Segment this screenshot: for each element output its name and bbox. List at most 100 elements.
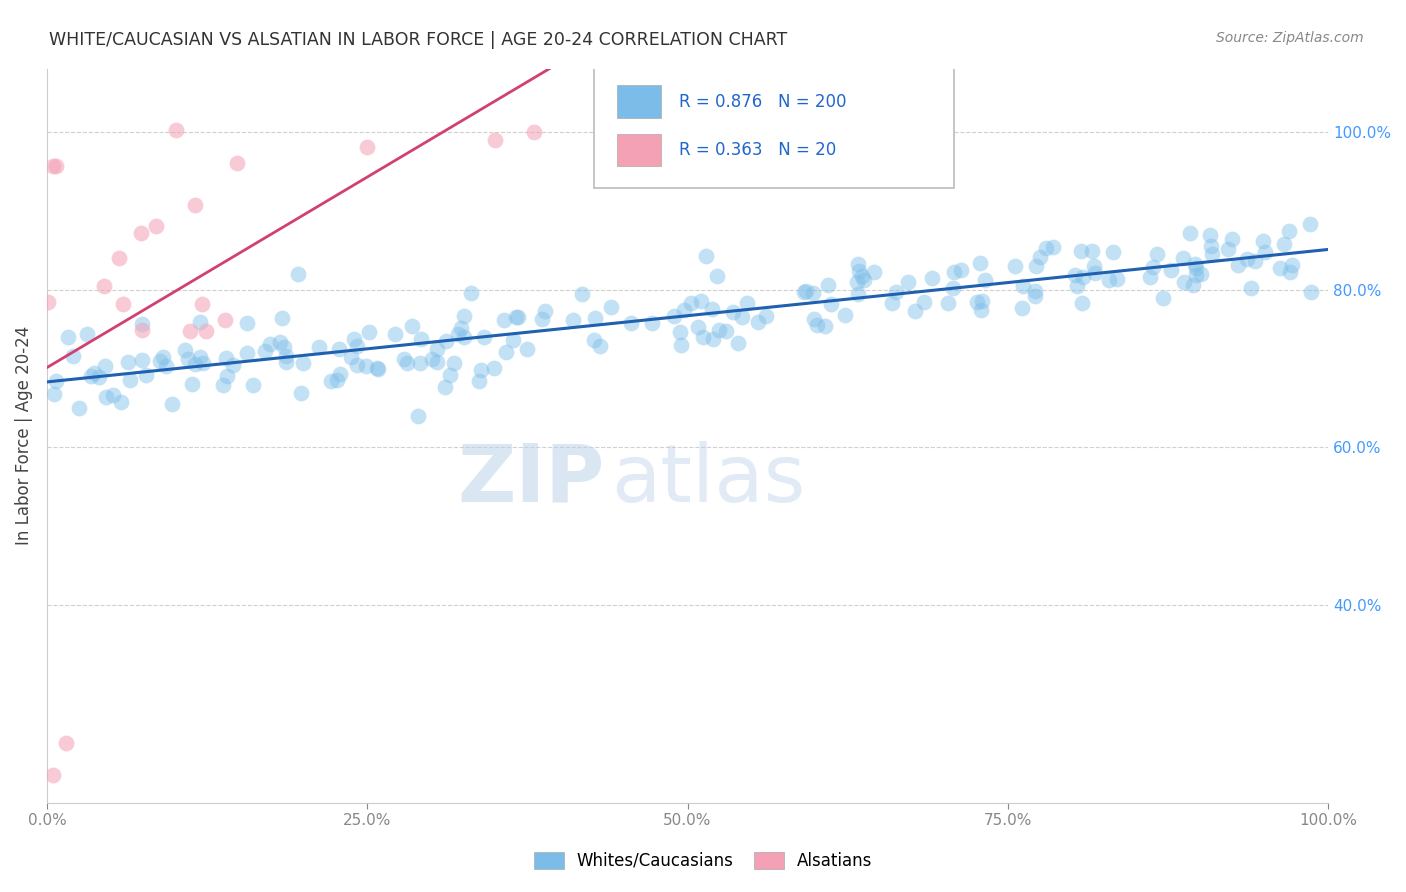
- Point: [534, 304, 557, 318]
- Point: [392, 351, 415, 366]
- Point: [422, 351, 444, 366]
- Point: [101, 388, 124, 402]
- Point: [912, 295, 935, 310]
- Point: [174, 343, 197, 357]
- Point: [214, 351, 236, 365]
- Point: [970, 293, 993, 308]
- Point: [731, 310, 754, 324]
- Point: [221, 358, 243, 372]
- Point: [1107, 272, 1129, 286]
- Point: [943, 265, 966, 279]
- Point: [852, 273, 875, 287]
- Point: [236, 316, 259, 330]
- Text: R = 0.876   N = 200: R = 0.876 N = 200: [679, 93, 846, 111]
- Point: [401, 319, 423, 334]
- Point: [226, 156, 249, 170]
- Point: [274, 349, 297, 363]
- Point: [343, 332, 366, 346]
- Point: [460, 286, 482, 301]
- Point: [384, 326, 406, 341]
- Point: [862, 265, 884, 279]
- Point: [165, 122, 187, 136]
- Point: [672, 302, 695, 317]
- Text: atlas: atlas: [610, 441, 806, 518]
- Point: [259, 336, 281, 351]
- Point: [1011, 301, 1033, 316]
- Point: [817, 277, 839, 292]
- Point: [89, 369, 111, 384]
- Point: [236, 346, 259, 360]
- Point: [941, 281, 963, 295]
- Y-axis label: In Labor Force | Age 20-24: In Labor Force | Age 20-24: [15, 326, 32, 545]
- Point: [714, 324, 737, 338]
- Point: [702, 332, 724, 346]
- Point: [747, 315, 769, 329]
- Point: [1189, 267, 1212, 281]
- Point: [152, 351, 174, 365]
- Point: [505, 310, 527, 324]
- Point: [1063, 268, 1085, 282]
- Point: [1066, 279, 1088, 293]
- Point: [882, 295, 904, 310]
- Point: [179, 324, 201, 338]
- Point: [848, 257, 870, 271]
- Point: [55, 736, 77, 750]
- Point: [1083, 259, 1105, 273]
- Point: [1299, 217, 1322, 231]
- Point: [1184, 257, 1206, 271]
- Point: [793, 285, 815, 299]
- Point: [111, 297, 134, 311]
- Point: [83, 366, 105, 380]
- Point: [110, 395, 132, 409]
- Text: R = 0.363   N = 20: R = 0.363 N = 20: [679, 141, 835, 159]
- Point: [1080, 244, 1102, 259]
- Point: [190, 315, 212, 329]
- Point: [1084, 266, 1107, 280]
- Point: [599, 300, 621, 314]
- Point: [450, 321, 472, 335]
- Point: [620, 316, 643, 330]
- Point: [1173, 276, 1195, 290]
- Point: [1251, 235, 1274, 249]
- Point: [936, 296, 959, 310]
- Point: [846, 287, 869, 301]
- Point: [290, 385, 312, 400]
- Point: [709, 323, 731, 337]
- Point: [434, 334, 457, 348]
- Point: [1152, 291, 1174, 305]
- Point: [1278, 265, 1301, 279]
- FancyBboxPatch shape: [617, 134, 661, 166]
- Point: [755, 309, 778, 323]
- Point: [191, 297, 214, 311]
- FancyBboxPatch shape: [617, 86, 661, 118]
- Point: [177, 352, 200, 367]
- Point: [904, 304, 927, 318]
- Point: [56, 329, 79, 343]
- Point: [367, 361, 389, 376]
- Point: [848, 264, 870, 278]
- Point: [1220, 232, 1243, 246]
- Point: [37, 294, 59, 309]
- Point: [1035, 240, 1057, 254]
- Point: [688, 319, 710, 334]
- Text: WHITE/CAUCASIAN VS ALSATIAN IN LABOR FORCE | AGE 20-24 CORRELATION CHART: WHITE/CAUCASIAN VS ALSATIAN IN LABOR FOR…: [49, 31, 787, 49]
- Point: [1268, 260, 1291, 275]
- Point: [679, 296, 702, 310]
- Point: [973, 272, 995, 286]
- Point: [1029, 250, 1052, 264]
- Point: [426, 355, 449, 369]
- Point: [820, 297, 842, 311]
- Point: [583, 333, 606, 347]
- Point: [794, 284, 817, 298]
- Point: [395, 356, 418, 370]
- Point: [1071, 270, 1094, 285]
- Point: [1024, 289, 1046, 303]
- Text: Source: ZipAtlas.com: Source: ZipAtlas.com: [1216, 31, 1364, 45]
- Text: ZIP: ZIP: [457, 441, 605, 518]
- Point: [468, 375, 491, 389]
- Point: [76, 326, 98, 341]
- Point: [1146, 246, 1168, 260]
- Point: [188, 350, 211, 364]
- Point: [700, 301, 723, 316]
- Point: [439, 368, 461, 382]
